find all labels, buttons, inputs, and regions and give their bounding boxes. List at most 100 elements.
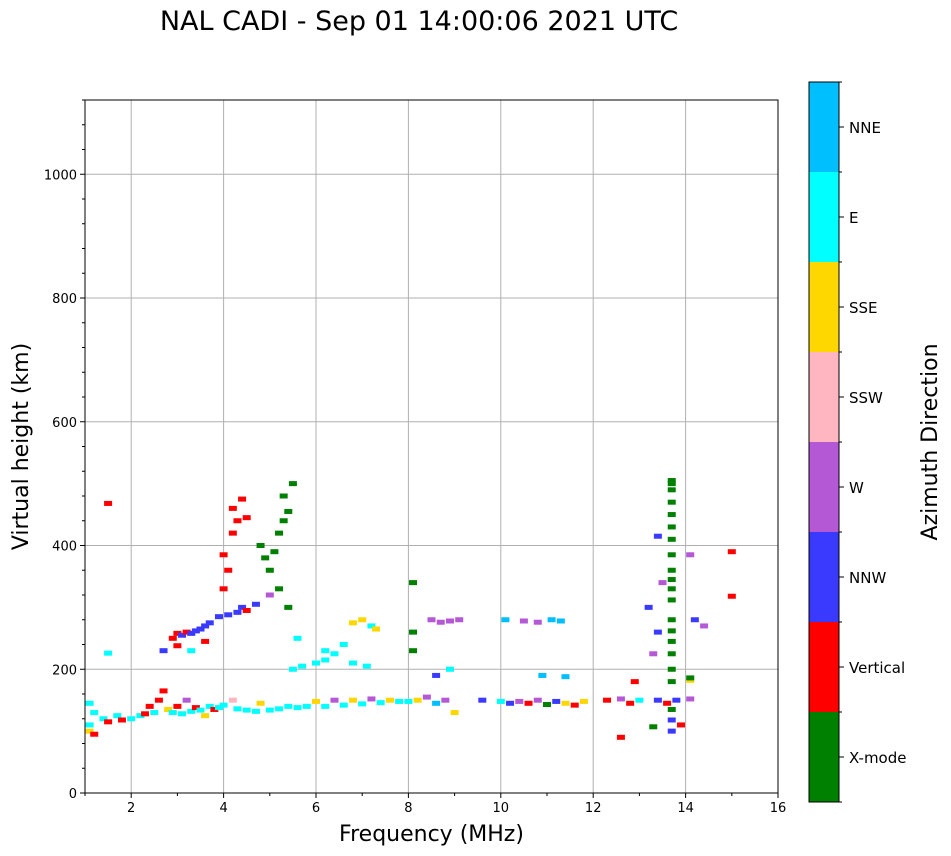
colorbar-tick-label: SSW: [849, 389, 883, 407]
data-point: [653, 629, 662, 635]
data-point: [348, 697, 357, 703]
data-point: [99, 716, 108, 722]
data-point: [224, 612, 233, 618]
data-point: [445, 666, 454, 672]
data-point: [367, 623, 376, 629]
data-point: [413, 697, 422, 703]
data-point: [145, 703, 154, 709]
data-point: [201, 713, 210, 719]
data-point: [409, 648, 418, 654]
data-point: [173, 703, 182, 709]
data-point: [178, 711, 187, 717]
data-point: [265, 567, 274, 573]
colorbar: X-mode Vertical NNW W SSW SSE E NNE: [808, 81, 906, 803]
data-point: [649, 651, 658, 657]
data-point: [187, 708, 196, 714]
data-point: [552, 698, 561, 704]
data-point: [228, 697, 237, 703]
data-point: [159, 648, 168, 654]
x-tick-label: 12: [585, 801, 602, 816]
data-point: [667, 651, 676, 657]
data-point: [441, 697, 450, 703]
data-point: [104, 719, 113, 725]
data-point: [242, 707, 251, 713]
data-point: [667, 567, 676, 573]
y-tick-label: 800: [52, 292, 77, 307]
colorbar-segment: [809, 352, 839, 442]
data-point: [533, 697, 542, 703]
data-point: [649, 724, 658, 730]
x-tick-label: 6: [312, 801, 320, 816]
colorbar-tick-label: SSE: [849, 299, 878, 317]
data-point: [635, 697, 644, 703]
data-point: [667, 728, 676, 734]
data-point: [127, 716, 136, 722]
data-point: [321, 657, 330, 663]
y-tick-label: 1000: [44, 168, 77, 183]
data-point: [339, 702, 348, 708]
x-axis-label: Frequency (MHz): [339, 822, 524, 847]
data-point: [339, 642, 348, 647]
data-point: [700, 623, 709, 629]
axis-ticks-layer: 2 4 6 8 10 12 14 16 0 200 400 600 800 1000: [44, 99, 786, 816]
colorbar-tick-label: NNW: [849, 569, 886, 587]
data-point: [85, 700, 94, 706]
data-point: [658, 580, 667, 586]
y-tick-label: 200: [52, 663, 77, 678]
data-point: [667, 487, 676, 493]
data-point: [519, 618, 528, 624]
data-point: [367, 696, 376, 702]
data-point: [626, 700, 635, 706]
data-point: [404, 698, 413, 704]
data-point: [395, 698, 404, 704]
colorbar-tick-label: E: [849, 209, 858, 227]
data-point: [233, 706, 242, 712]
data-point: [515, 698, 524, 704]
x-tick-label: 4: [219, 801, 227, 816]
data-point: [196, 707, 205, 713]
data-point: [242, 515, 251, 521]
data-point: [298, 663, 307, 669]
data-point: [667, 617, 676, 623]
colorbar-tick-label: X-mode: [849, 749, 906, 767]
data-point: [667, 481, 676, 487]
data-point: [238, 604, 247, 610]
colorbar-tick-label: NNE: [849, 119, 881, 137]
data-point: [330, 697, 339, 703]
data-point: [676, 722, 685, 728]
data-point: [205, 620, 214, 626]
colorbar-frame: [808, 81, 840, 803]
data-point: [330, 651, 339, 657]
data-point: [168, 635, 177, 641]
data-point: [201, 638, 210, 644]
data-point: [436, 619, 445, 625]
data-point: [210, 706, 219, 712]
data-point: [653, 697, 662, 703]
data-point: [275, 706, 284, 712]
data-point: [141, 711, 150, 717]
data-point: [667, 717, 676, 723]
data-point: [242, 607, 251, 613]
data-point: [312, 660, 320, 666]
data-point: [164, 706, 173, 712]
data-point: [616, 734, 625, 740]
data-point: [667, 536, 676, 542]
data-point: [667, 638, 676, 644]
colorbar-segment: [809, 262, 839, 352]
data-point: [251, 601, 260, 607]
data-point: [302, 703, 311, 709]
data-point: [496, 698, 505, 704]
data-point: [219, 552, 228, 558]
colorbar-tick-label: Vertical: [849, 659, 905, 677]
x-tick-label: 8: [404, 801, 412, 816]
data-point: [85, 722, 94, 728]
data-point: [312, 698, 320, 704]
data-point: [117, 717, 126, 723]
data-point: [686, 552, 695, 558]
data-point: [727, 549, 736, 555]
data-point: [251, 708, 260, 714]
data-point: [348, 620, 357, 626]
colorbar-segment: [809, 82, 839, 172]
data-point: [284, 703, 293, 709]
data-point: [321, 648, 330, 654]
